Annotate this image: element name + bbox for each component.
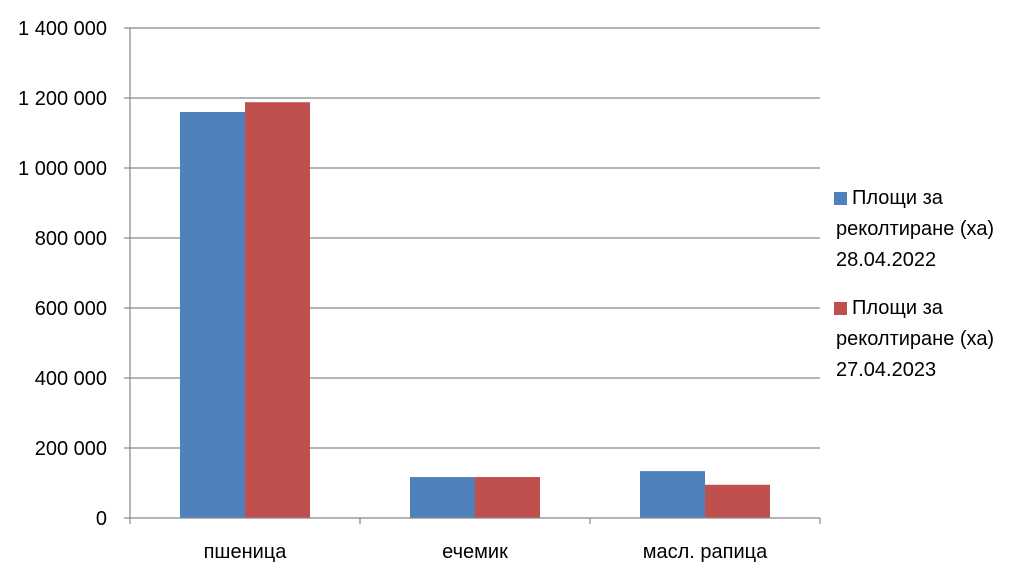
legend-label: Площи за xyxy=(852,187,944,209)
y-tick-label: 1 200 000 xyxy=(18,88,107,110)
y-tick-label: 200 000 xyxy=(35,438,107,460)
legend-label: 27.04.2023 xyxy=(836,359,936,381)
y-tick-label: 1 000 000 xyxy=(18,158,107,180)
y-tick-label: 0 xyxy=(96,508,107,530)
legend-swatch xyxy=(834,192,847,205)
y-tick-label: 800 000 xyxy=(35,228,107,250)
bar xyxy=(410,477,475,518)
bar xyxy=(245,102,310,518)
legend-label: Площи за xyxy=(852,297,944,319)
bar xyxy=(180,112,245,518)
category-label: пшеница xyxy=(204,541,288,562)
bar xyxy=(640,471,705,518)
bars xyxy=(180,102,770,518)
bar xyxy=(475,477,540,518)
legend-label: реколтиране (ха) xyxy=(836,328,994,350)
category-labels: пшеница ечемик масл. рапица xyxy=(204,541,769,562)
bar xyxy=(705,484,770,518)
y-tick-label: 600 000 xyxy=(35,298,107,320)
y-tick-label: 400 000 xyxy=(35,368,107,390)
category-label: ечемик xyxy=(442,541,508,562)
y-tick-label: 1 400 000 xyxy=(18,18,107,40)
legend: Площи за реколтиране (ха) 28.04.2022 Площи … xyxy=(834,187,994,381)
legend-swatch xyxy=(834,302,847,315)
legend-label: 28.04.2022 xyxy=(836,249,936,271)
y-tick-labels: 0 200 000 400 000 600 000 800 000 1 000 000 1 … xyxy=(18,18,107,530)
axes xyxy=(124,27,821,524)
category-label: масл. рапица xyxy=(643,541,768,562)
legend-label: реколтиране (ха) xyxy=(836,218,994,240)
